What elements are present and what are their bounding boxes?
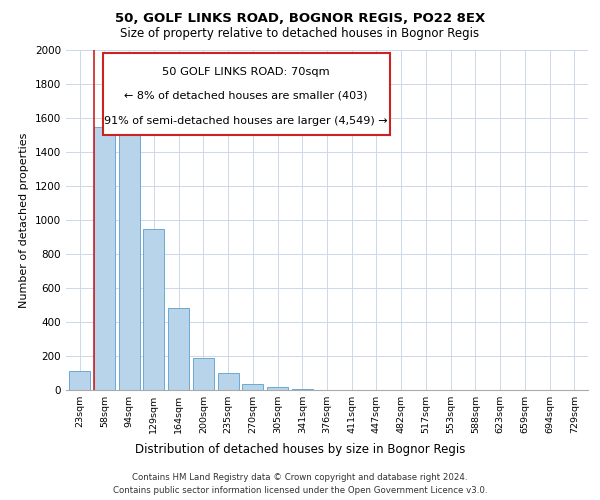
Text: 91% of semi-detached houses are larger (4,549) →: 91% of semi-detached houses are larger (…	[104, 116, 388, 126]
Bar	[168, 308, 189, 390]
Bar	[193, 358, 214, 390]
Bar	[242, 384, 263, 390]
Y-axis label: Number of detached properties: Number of detached properties	[19, 132, 29, 308]
Text: Contains public sector information licensed under the Open Government Licence v3: Contains public sector information licen…	[113, 486, 487, 495]
Bar	[267, 388, 288, 390]
FancyBboxPatch shape	[103, 54, 389, 135]
Bar	[292, 389, 313, 390]
Bar	[143, 228, 164, 390]
Bar	[69, 372, 90, 390]
Bar	[119, 123, 140, 390]
Text: Distribution of detached houses by size in Bognor Regis: Distribution of detached houses by size …	[135, 442, 465, 456]
Text: Contains HM Land Registry data © Crown copyright and database right 2024.: Contains HM Land Registry data © Crown c…	[132, 472, 468, 482]
Text: 50, GOLF LINKS ROAD, BOGNOR REGIS, PO22 8EX: 50, GOLF LINKS ROAD, BOGNOR REGIS, PO22 …	[115, 12, 485, 26]
Text: ← 8% of detached houses are smaller (403): ← 8% of detached houses are smaller (403…	[124, 91, 368, 101]
Text: 50 GOLF LINKS ROAD: 70sqm: 50 GOLF LINKS ROAD: 70sqm	[162, 67, 330, 77]
Text: Size of property relative to detached houses in Bognor Regis: Size of property relative to detached ho…	[121, 28, 479, 40]
Bar	[218, 373, 239, 390]
Bar	[94, 128, 115, 390]
